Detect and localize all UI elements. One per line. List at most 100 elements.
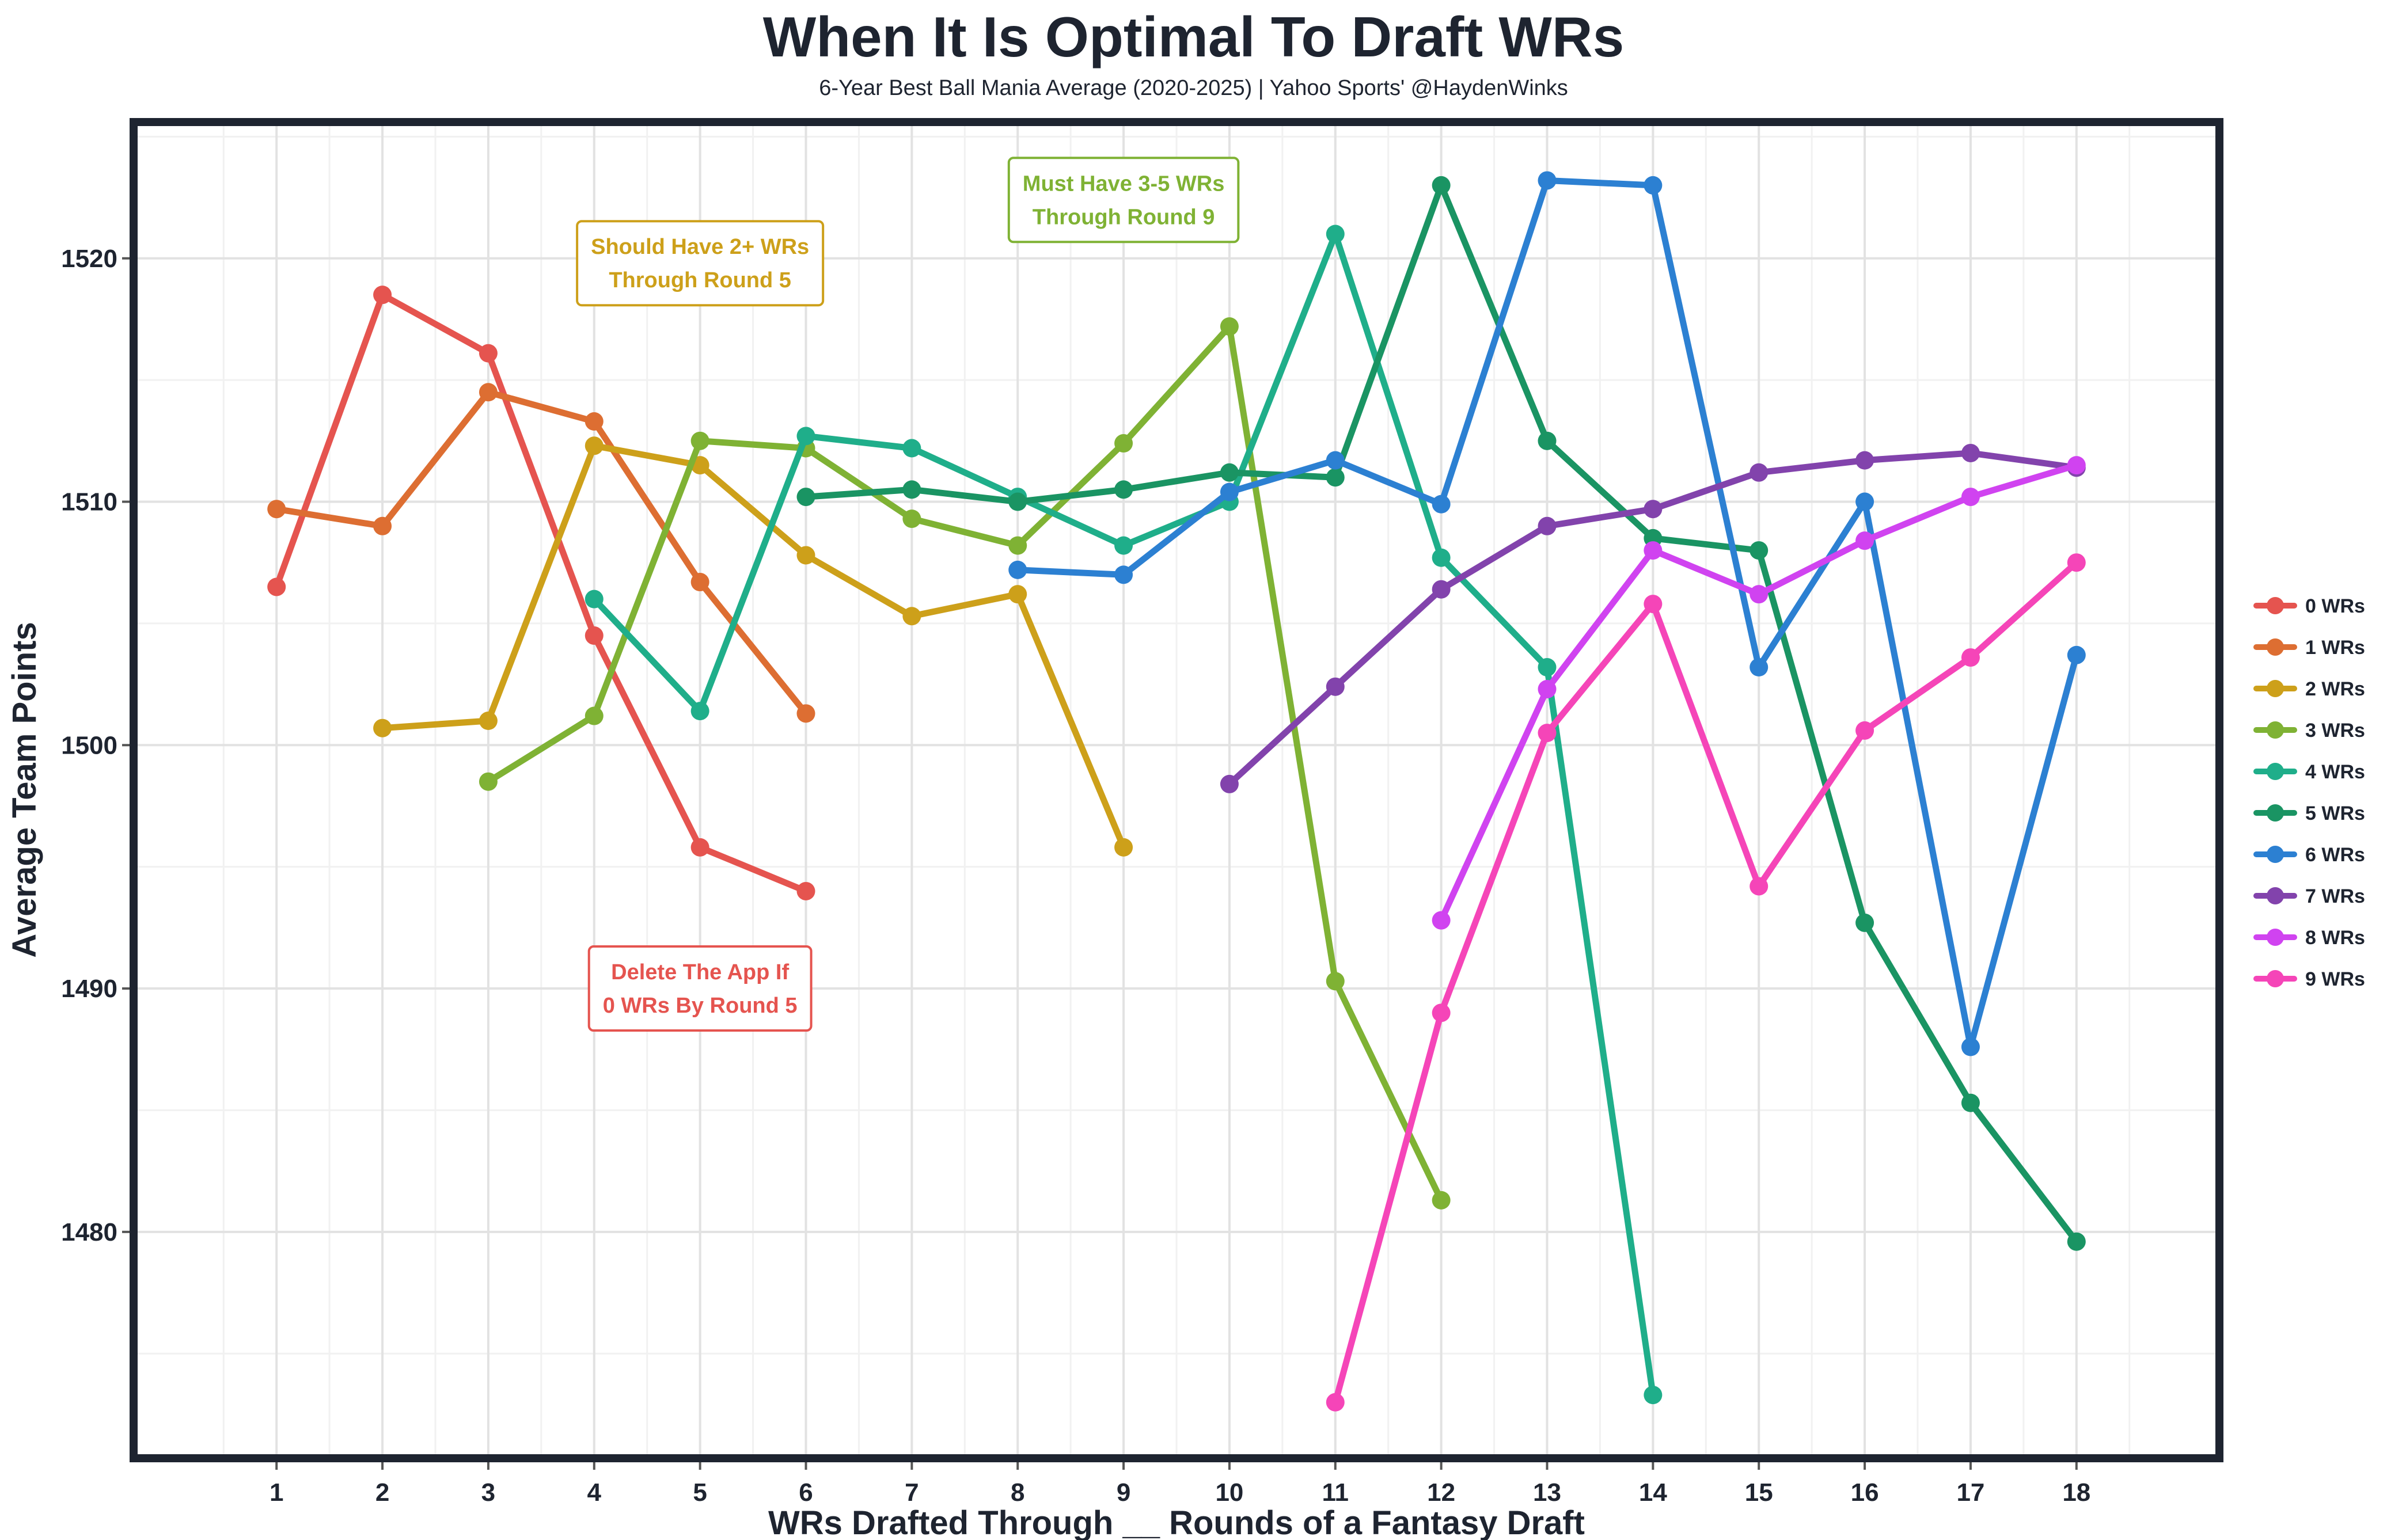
data-point-3-wrs	[1220, 317, 1239, 336]
legend-item: 0 WRs	[2253, 595, 2365, 617]
x-tick-label: 17	[1956, 1478, 1984, 1507]
data-point-5-wrs	[1538, 431, 1557, 450]
legend-label: 4 WRs	[2305, 761, 2365, 783]
data-point-3-wrs	[1008, 536, 1027, 555]
x-tick-label: 14	[1639, 1478, 1667, 1507]
data-point-3-wrs	[1326, 972, 1345, 991]
data-point-9-wrs	[2067, 553, 2086, 572]
series-8-wrs	[1432, 456, 2086, 930]
series-3-wrs	[479, 317, 1451, 1210]
data-point-4-wrs	[1326, 225, 1345, 244]
chart-subtitle: 6-Year Best Ball Mania Average (2020-202…	[819, 76, 1568, 100]
data-point-1-wrs	[267, 500, 286, 519]
data-point-3-wrs	[1432, 1191, 1451, 1210]
x-tick-label: 9	[1117, 1478, 1130, 1507]
data-point-4-wrs	[1538, 658, 1557, 677]
annotation-box: Must Have 3-5 WRs Through Round 9	[1007, 157, 1240, 244]
legend-item: 9 WRs	[2253, 968, 2365, 990]
data-point-8-wrs	[1538, 680, 1557, 699]
data-point-8-wrs	[1432, 911, 1451, 930]
annotation-box: Delete The App If 0 WRs By Round 5	[587, 945, 813, 1032]
data-point-9-wrs	[1961, 648, 1980, 667]
legend-label: 8 WRs	[2305, 927, 2365, 949]
data-point-4-wrs	[902, 439, 921, 458]
x-tick-label: 3	[481, 1478, 495, 1507]
legend-label: 7 WRs	[2305, 885, 2365, 907]
data-point-0-wrs	[585, 626, 604, 645]
data-point-9-wrs	[1432, 1003, 1451, 1022]
x-tick-label: 1	[270, 1478, 283, 1507]
data-point-7-wrs	[1326, 677, 1345, 696]
plot-border	[130, 118, 2223, 1462]
data-point-4-wrs	[1432, 548, 1451, 567]
series-7-wrs	[1220, 443, 2086, 793]
data-point-5-wrs	[1750, 541, 1769, 560]
data-point-5-wrs	[1961, 1093, 1980, 1112]
legend-item: 4 WRs	[2253, 761, 2365, 783]
legend-label: 5 WRs	[2305, 803, 2365, 824]
data-point-5-wrs	[1114, 480, 1133, 499]
data-point-7-wrs	[1855, 451, 1874, 470]
data-point-8-wrs	[1961, 488, 1980, 507]
x-tick-label: 7	[905, 1478, 919, 1507]
data-point-0-wrs	[690, 838, 709, 857]
data-point-0-wrs	[267, 577, 286, 596]
data-point-6-wrs	[1961, 1037, 1980, 1056]
y-tick-label: 1480	[61, 1218, 117, 1246]
data-point-1-wrs	[479, 383, 498, 402]
x-tick-label: 11	[1322, 1478, 1349, 1507]
legend-item: 2 WRs	[2253, 678, 2365, 700]
x-tick-label: 18	[2062, 1478, 2090, 1507]
x-tick-label: 5	[693, 1478, 707, 1507]
data-point-5-wrs	[1220, 463, 1239, 482]
series-0-wrs	[267, 286, 815, 900]
x-tick-label: 2	[375, 1478, 389, 1507]
data-point-0-wrs	[479, 344, 498, 363]
legend-item: 8 WRs	[2253, 927, 2365, 949]
data-point-3-wrs	[690, 431, 709, 450]
legend-swatch-point	[2267, 970, 2284, 987]
annotation-text: Delete The App If	[611, 960, 789, 984]
data-point-0-wrs	[373, 286, 392, 305]
data-point-6-wrs	[1538, 171, 1557, 190]
annotation-frame	[1007, 157, 1240, 244]
series-5-wrs	[796, 176, 2086, 1251]
annotation-frame	[587, 945, 813, 1032]
data-point-7-wrs	[1750, 463, 1769, 482]
legend-label: 1 WRs	[2305, 637, 2365, 659]
chart-title: When It Is Optimal To Draft WRs	[762, 5, 1625, 69]
data-point-2-wrs	[479, 712, 498, 731]
legend-swatch-point	[2267, 887, 2284, 904]
x-tick-label: 12	[1427, 1478, 1455, 1507]
data-point-5-wrs	[796, 488, 815, 507]
data-point-3-wrs	[902, 509, 921, 528]
x-tick-label: 4	[587, 1478, 602, 1507]
legend-label: 2 WRs	[2305, 678, 2365, 700]
legend-swatch-point	[2267, 721, 2284, 739]
x-axis-title: WRs Drafted Through __ Rounds of a Fanta…	[768, 1504, 1585, 1540]
data-point-5-wrs	[1432, 176, 1451, 195]
data-point-1-wrs	[690, 573, 709, 592]
data-point-2-wrs	[796, 546, 815, 565]
data-point-6-wrs	[1008, 560, 1027, 579]
data-point-6-wrs	[1644, 176, 1663, 195]
data-point-9-wrs	[1644, 595, 1663, 614]
data-point-1-wrs	[796, 704, 815, 723]
data-point-6-wrs	[2067, 645, 2086, 664]
data-point-2-wrs	[585, 436, 604, 455]
x-tick-label: 8	[1011, 1478, 1024, 1507]
legend-label: 3 WRs	[2305, 720, 2365, 742]
data-point-7-wrs	[1961, 443, 1980, 462]
x-tick-label: 10	[1215, 1478, 1243, 1507]
legend-label: 9 WRs	[2305, 968, 2365, 990]
x-tick-label: 6	[799, 1478, 813, 1507]
x-tick-label: 15	[1745, 1478, 1773, 1507]
data-point-9-wrs	[1750, 877, 1769, 896]
data-point-1-wrs	[373, 516, 392, 535]
legend: 0 WRs 1 WRs 2 WRs 3 WRs 4 WRs 5 WRs 6 WRs 7 WRs…	[2253, 595, 2365, 990]
data-point-8-wrs	[1855, 531, 1874, 550]
series-lines	[267, 171, 2086, 1412]
grid-lines	[134, 122, 2219, 1458]
x-tick-label: 13	[1533, 1478, 1561, 1507]
